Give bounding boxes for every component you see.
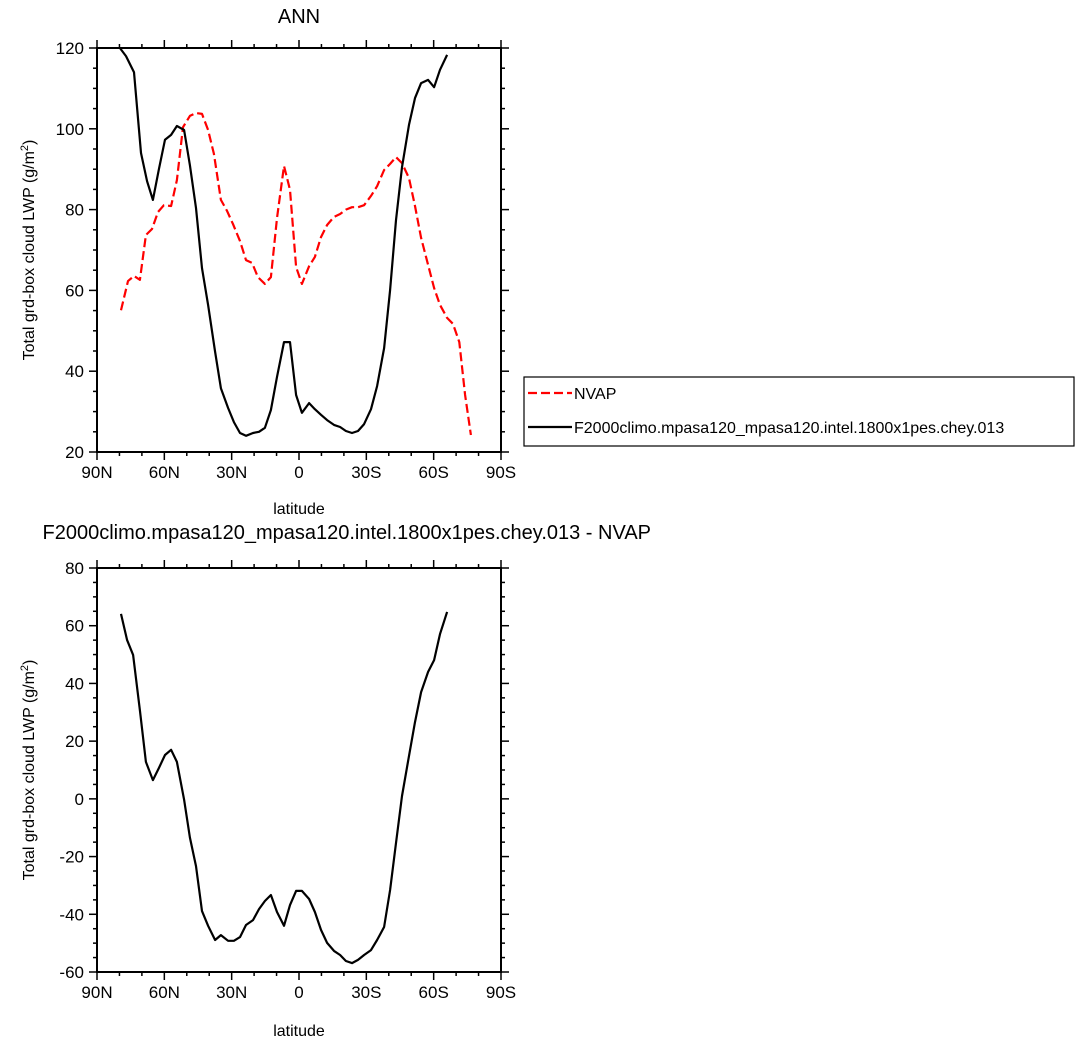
x-axis-label: latitude <box>273 501 325 518</box>
x-tick-label: 60S <box>419 983 449 1002</box>
plot-frame <box>96 47 502 453</box>
y-axis-label-main: Total grd-box cloud LWP (g/m <box>21 151 38 360</box>
y-axis-label: Total grd-box cloud LWP (g/m2) <box>19 140 38 361</box>
legend-label: F2000climo.mpasa120_mpasa120.intel.1800x… <box>574 420 1004 437</box>
y-tick-label: 0 <box>75 790 84 809</box>
x-tick-label: 90S <box>486 983 516 1002</box>
x-tick-label: 0 <box>294 983 303 1002</box>
y-tick-label: 120 <box>56 39 84 58</box>
y-tick-label: 20 <box>65 443 84 462</box>
y-tick-label: -60 <box>59 963 84 982</box>
x-tick-label: 60N <box>149 983 180 1002</box>
x-tick-label: 60N <box>149 463 180 482</box>
x-tick-label: 90N <box>81 983 112 1002</box>
x-tick-label: 60S <box>419 463 449 482</box>
y-tick-label: 80 <box>65 201 84 220</box>
y-axis-label-main: Total grd-box cloud LWP (g/m <box>21 671 38 880</box>
x-tick-label: 0 <box>294 463 303 482</box>
x-tick-label: 30N <box>216 463 247 482</box>
y-axis-label-sup: 2 <box>19 145 31 151</box>
y-tick-label: 40 <box>65 362 84 381</box>
plot-panel-2: F2000climo.mpasa120_mpasa120.intel.1800x… <box>19 522 651 1040</box>
plot-title: F2000climo.mpasa120_mpasa120.intel.1800x… <box>42 522 651 544</box>
x-tick-label: 90S <box>486 463 516 482</box>
plot-title: ANN <box>278 6 320 28</box>
y-axis-label-sup: 2 <box>19 665 31 671</box>
y-tick-label: -20 <box>59 848 84 867</box>
x-tick-label: 30S <box>351 983 381 1002</box>
x-tick-label: 30S <box>351 463 381 482</box>
series-line-model <box>119 47 449 437</box>
y-tick-label: 60 <box>65 617 84 636</box>
y-tick-label: 100 <box>56 120 84 139</box>
x-axis-label: latitude <box>273 1023 325 1040</box>
y-tick-label: 80 <box>65 559 84 578</box>
y-axis-label-end: ) <box>21 140 38 145</box>
series-line-nvap <box>119 111 472 436</box>
plot-panel-1: ANN 90N 60N 30N 0 30S 60S 90S 20 40 60 80 100 120 lati… <box>19 6 516 518</box>
y-tick-label: 20 <box>65 732 84 751</box>
x-tick-label: 90N <box>81 463 112 482</box>
legend: NVAP F2000climo.mpasa120_mpasa120.intel.1… <box>523 376 1075 447</box>
legend-box <box>523 376 1075 447</box>
y-tick-label: 60 <box>65 281 84 300</box>
y-axis-label-end: ) <box>21 660 38 665</box>
y-axis-label: Total grd-box cloud LWP (g/m2) <box>19 660 38 881</box>
y-tick-label: -40 <box>59 905 84 924</box>
series-line-model <box>119 611 449 965</box>
y-tick-label: 40 <box>65 674 84 693</box>
x-tick-label: 30N <box>216 983 247 1002</box>
legend-label: NVAP <box>574 386 616 403</box>
